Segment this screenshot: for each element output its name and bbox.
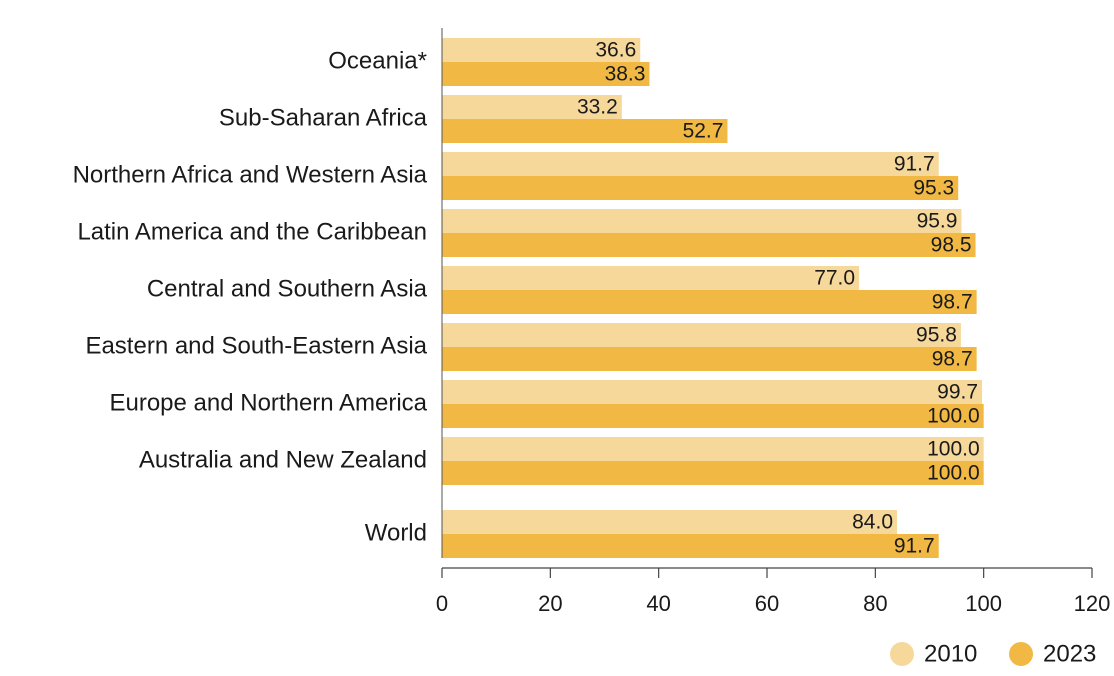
bar-2010-australia-and-new-zealand: [442, 437, 984, 461]
legend-swatch-2023: [1009, 642, 1033, 666]
category-label-northern-africa-and-western-asia: Northern Africa and Western Asia: [73, 161, 428, 188]
bar-2023-central-and-southern-asia: [442, 290, 977, 314]
bar-2023-sub-saharan-africa: [442, 119, 728, 143]
bar-2010-latin-america-and-the-caribbean: [442, 209, 962, 233]
legend-swatch-2010: [890, 642, 914, 666]
bar-2010-europe-and-northern-america: [442, 380, 983, 404]
x-tick-label-80: 80: [863, 591, 887, 616]
category-label-sub-saharan-africa: Sub-Saharan Africa: [219, 104, 428, 131]
bars-layer: [442, 38, 984, 558]
value-label-2010-eastern-and-south-eastern-asia: 95.8: [916, 324, 957, 347]
bar-2023-europe-and-northern-america: [442, 404, 984, 428]
x-tick-label-40: 40: [646, 591, 670, 616]
x-tick-label-0: 0: [436, 591, 448, 616]
value-label-2010-world: 84.0: [852, 511, 893, 534]
bar-2010-oceania: [442, 38, 641, 62]
value-label-2023-latin-america-and-the-caribbean: 98.5: [931, 234, 972, 257]
value-label-2023-central-and-southern-asia: 98.7: [932, 291, 973, 314]
value-label-2010-sub-saharan-africa: 33.2: [577, 96, 618, 119]
bar-2023-eastern-and-south-eastern-asia: [442, 347, 977, 371]
bar-2010-northern-africa-and-western-asia: [442, 152, 939, 176]
bar-2010-central-and-southern-asia: [442, 266, 860, 290]
bar-2023-northern-africa-and-western-asia: [442, 176, 959, 200]
legend-label-2010: 2010: [924, 640, 977, 667]
value-label-2023-oceania: 38.3: [605, 63, 646, 86]
bar-2010-world: [442, 510, 897, 534]
bar-2010-eastern-and-south-eastern-asia: [442, 323, 961, 347]
value-label-2023-australia-and-new-zealand: 100.0: [927, 462, 980, 485]
value-label-2010-oceania: 36.6: [595, 39, 636, 62]
x-axis: 0 20 40 60 80 100 120: [436, 28, 1110, 616]
bar-2010-sub-saharan-africa: [442, 95, 622, 119]
bar-2023-australia-and-new-zealand: [442, 461, 984, 485]
bar-2023-oceania: [442, 62, 650, 86]
labels-layer: Oceania* 36.638.3 Sub-Saharan Africa 33.2 52…: [73, 39, 980, 558]
value-label-2023-northern-africa-and-western-asia: 95.3: [913, 177, 954, 200]
value-label-2010-central-and-southern-asia: 77.0: [814, 267, 855, 290]
category-label-eastern-and-south-eastern-asia: Eastern and South-Eastern Asia: [85, 332, 427, 359]
category-label-oceania: Oceania*: [328, 47, 427, 74]
value-label-2010-europe-and-northern-america: 99.7: [937, 381, 978, 404]
legend: 2010 2023: [890, 640, 1096, 667]
x-tick-label-120: 120: [1074, 591, 1111, 616]
value-label-2023-eastern-and-south-eastern-asia: 98.7: [932, 348, 973, 371]
bar-2023-latin-america-and-the-caribbean: [442, 233, 976, 257]
category-label-europe-and-northern-america: Europe and Northern America: [109, 389, 427, 416]
value-label-2010-northern-africa-and-western-asia: 91.7: [894, 153, 935, 176]
category-label-central-and-southern-asia: Central and Southern Asia: [147, 275, 428, 302]
value-label-2023-europe-and-northern-america: 100.0: [927, 405, 980, 428]
x-tick-label-60: 60: [755, 591, 779, 616]
x-tick-label-20: 20: [538, 591, 562, 616]
legend-label-2023: 2023: [1043, 640, 1096, 667]
value-label-2010-latin-america-and-the-caribbean: 95.9: [917, 210, 958, 233]
value-label-2010-australia-and-new-zealand: 100.0: [927, 438, 980, 461]
value-label-2023-world: 91.7: [894, 535, 935, 558]
category-label-world: World: [365, 519, 427, 546]
bar-2023-world: [442, 534, 939, 558]
value-label-2023-sub-saharan-africa: 52.7: [683, 120, 724, 143]
category-label-latin-america-and-the-caribbean: Latin America and the Caribbean: [77, 218, 427, 245]
x-tick-label-100: 100: [965, 591, 1002, 616]
category-label-australia-and-new-zealand: Australia and New Zealand: [139, 446, 427, 473]
